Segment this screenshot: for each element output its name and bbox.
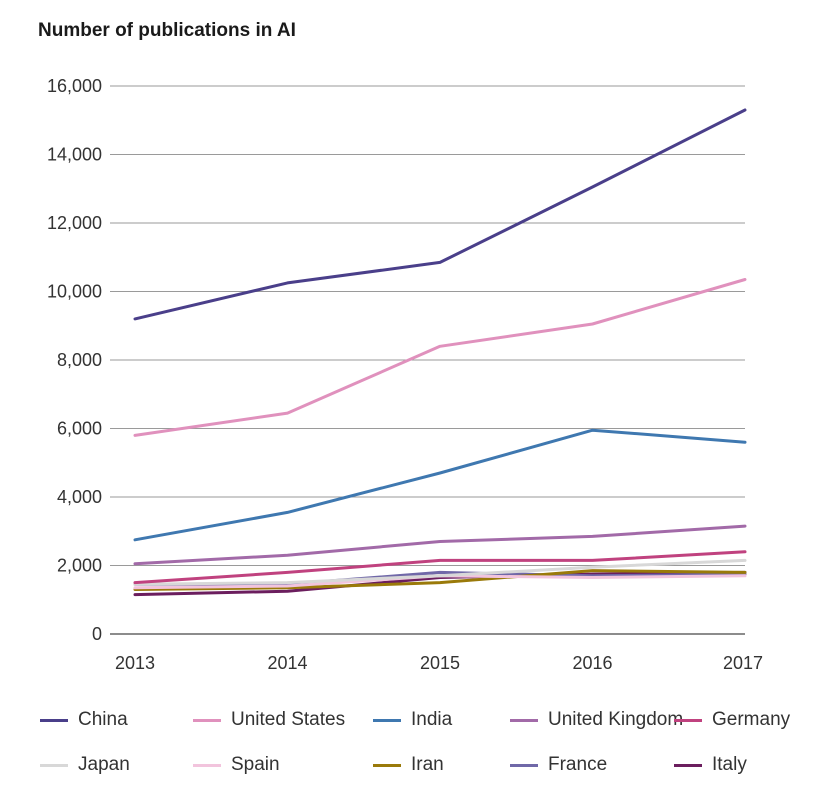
legend-swatch: [674, 718, 702, 722]
x-tick-label: 2017: [723, 653, 763, 673]
legend-label: Iran: [411, 754, 444, 775]
x-tick-label: 2016: [572, 653, 612, 673]
legend-swatch: [373, 718, 401, 722]
legend-label: India: [411, 709, 453, 730]
series-line-united-kingdom: [133, 524, 747, 566]
series-line-china: [133, 108, 747, 321]
y-tick-label: 8,000: [57, 350, 102, 370]
legend-item-united-kingdom: United Kingdom: [510, 705, 683, 735]
legend-swatch: [40, 763, 68, 767]
legend-swatch: [373, 763, 401, 767]
x-tick-label: 2015: [420, 653, 460, 673]
y-tick-label: 0: [92, 624, 102, 644]
series-line-india: [133, 428, 747, 542]
legend-label: Spain: [231, 754, 280, 775]
legend-swatch: [510, 763, 538, 767]
legend-item-iran: Iran: [373, 750, 444, 780]
legend-swatch: [193, 763, 221, 767]
legend-item-spain: Spain: [193, 750, 280, 780]
legend-item-india: India: [373, 705, 452, 735]
line-chart: 0 2,000 4,000 6,000 8,000 10,000 12,000 14,000 1…: [47, 76, 763, 673]
y-tick-label: 4,000: [57, 487, 102, 507]
y-tick-label: 16,000: [47, 76, 102, 96]
legend-item-germany: Germany: [674, 705, 790, 735]
y-tick-label: 2,000: [57, 556, 102, 576]
legend-label: Germany: [712, 709, 791, 730]
legend-swatch: [40, 718, 68, 722]
series-line-japan: [133, 558, 747, 586]
series-line-iran: [133, 569, 747, 591]
series-line-united-states: [133, 278, 747, 437]
legend-swatch: [674, 763, 702, 767]
legend-label: Italy: [712, 754, 747, 775]
y-tick-label: 10,000: [47, 282, 102, 302]
legend-label: China: [78, 709, 128, 730]
y-tick-label: 6,000: [57, 419, 102, 439]
chart-title: Number of publications in AI: [38, 20, 296, 41]
legend-item-italy: Italy: [674, 750, 747, 780]
legend-item-france: France: [510, 750, 607, 780]
series-line-germany: [133, 550, 747, 585]
legend-label: Japan: [78, 754, 130, 775]
legend-item-united-states: United States: [193, 705, 345, 735]
legend-label: United Kingdom: [548, 709, 684, 730]
y-tick-label: 14,000: [47, 145, 102, 165]
y-tick-label: 12,000: [47, 213, 102, 233]
legend-label: France: [548, 754, 608, 775]
legend-swatch: [510, 718, 538, 722]
legend-item-china: China: [40, 705, 128, 735]
x-tick-label: 2014: [267, 653, 307, 673]
legend-item-japan: Japan: [40, 750, 130, 780]
x-tick-label: 2013: [115, 653, 155, 673]
series-line-italy: [133, 570, 747, 597]
legend-swatch: [193, 718, 221, 722]
legend-label: United States: [231, 709, 346, 730]
